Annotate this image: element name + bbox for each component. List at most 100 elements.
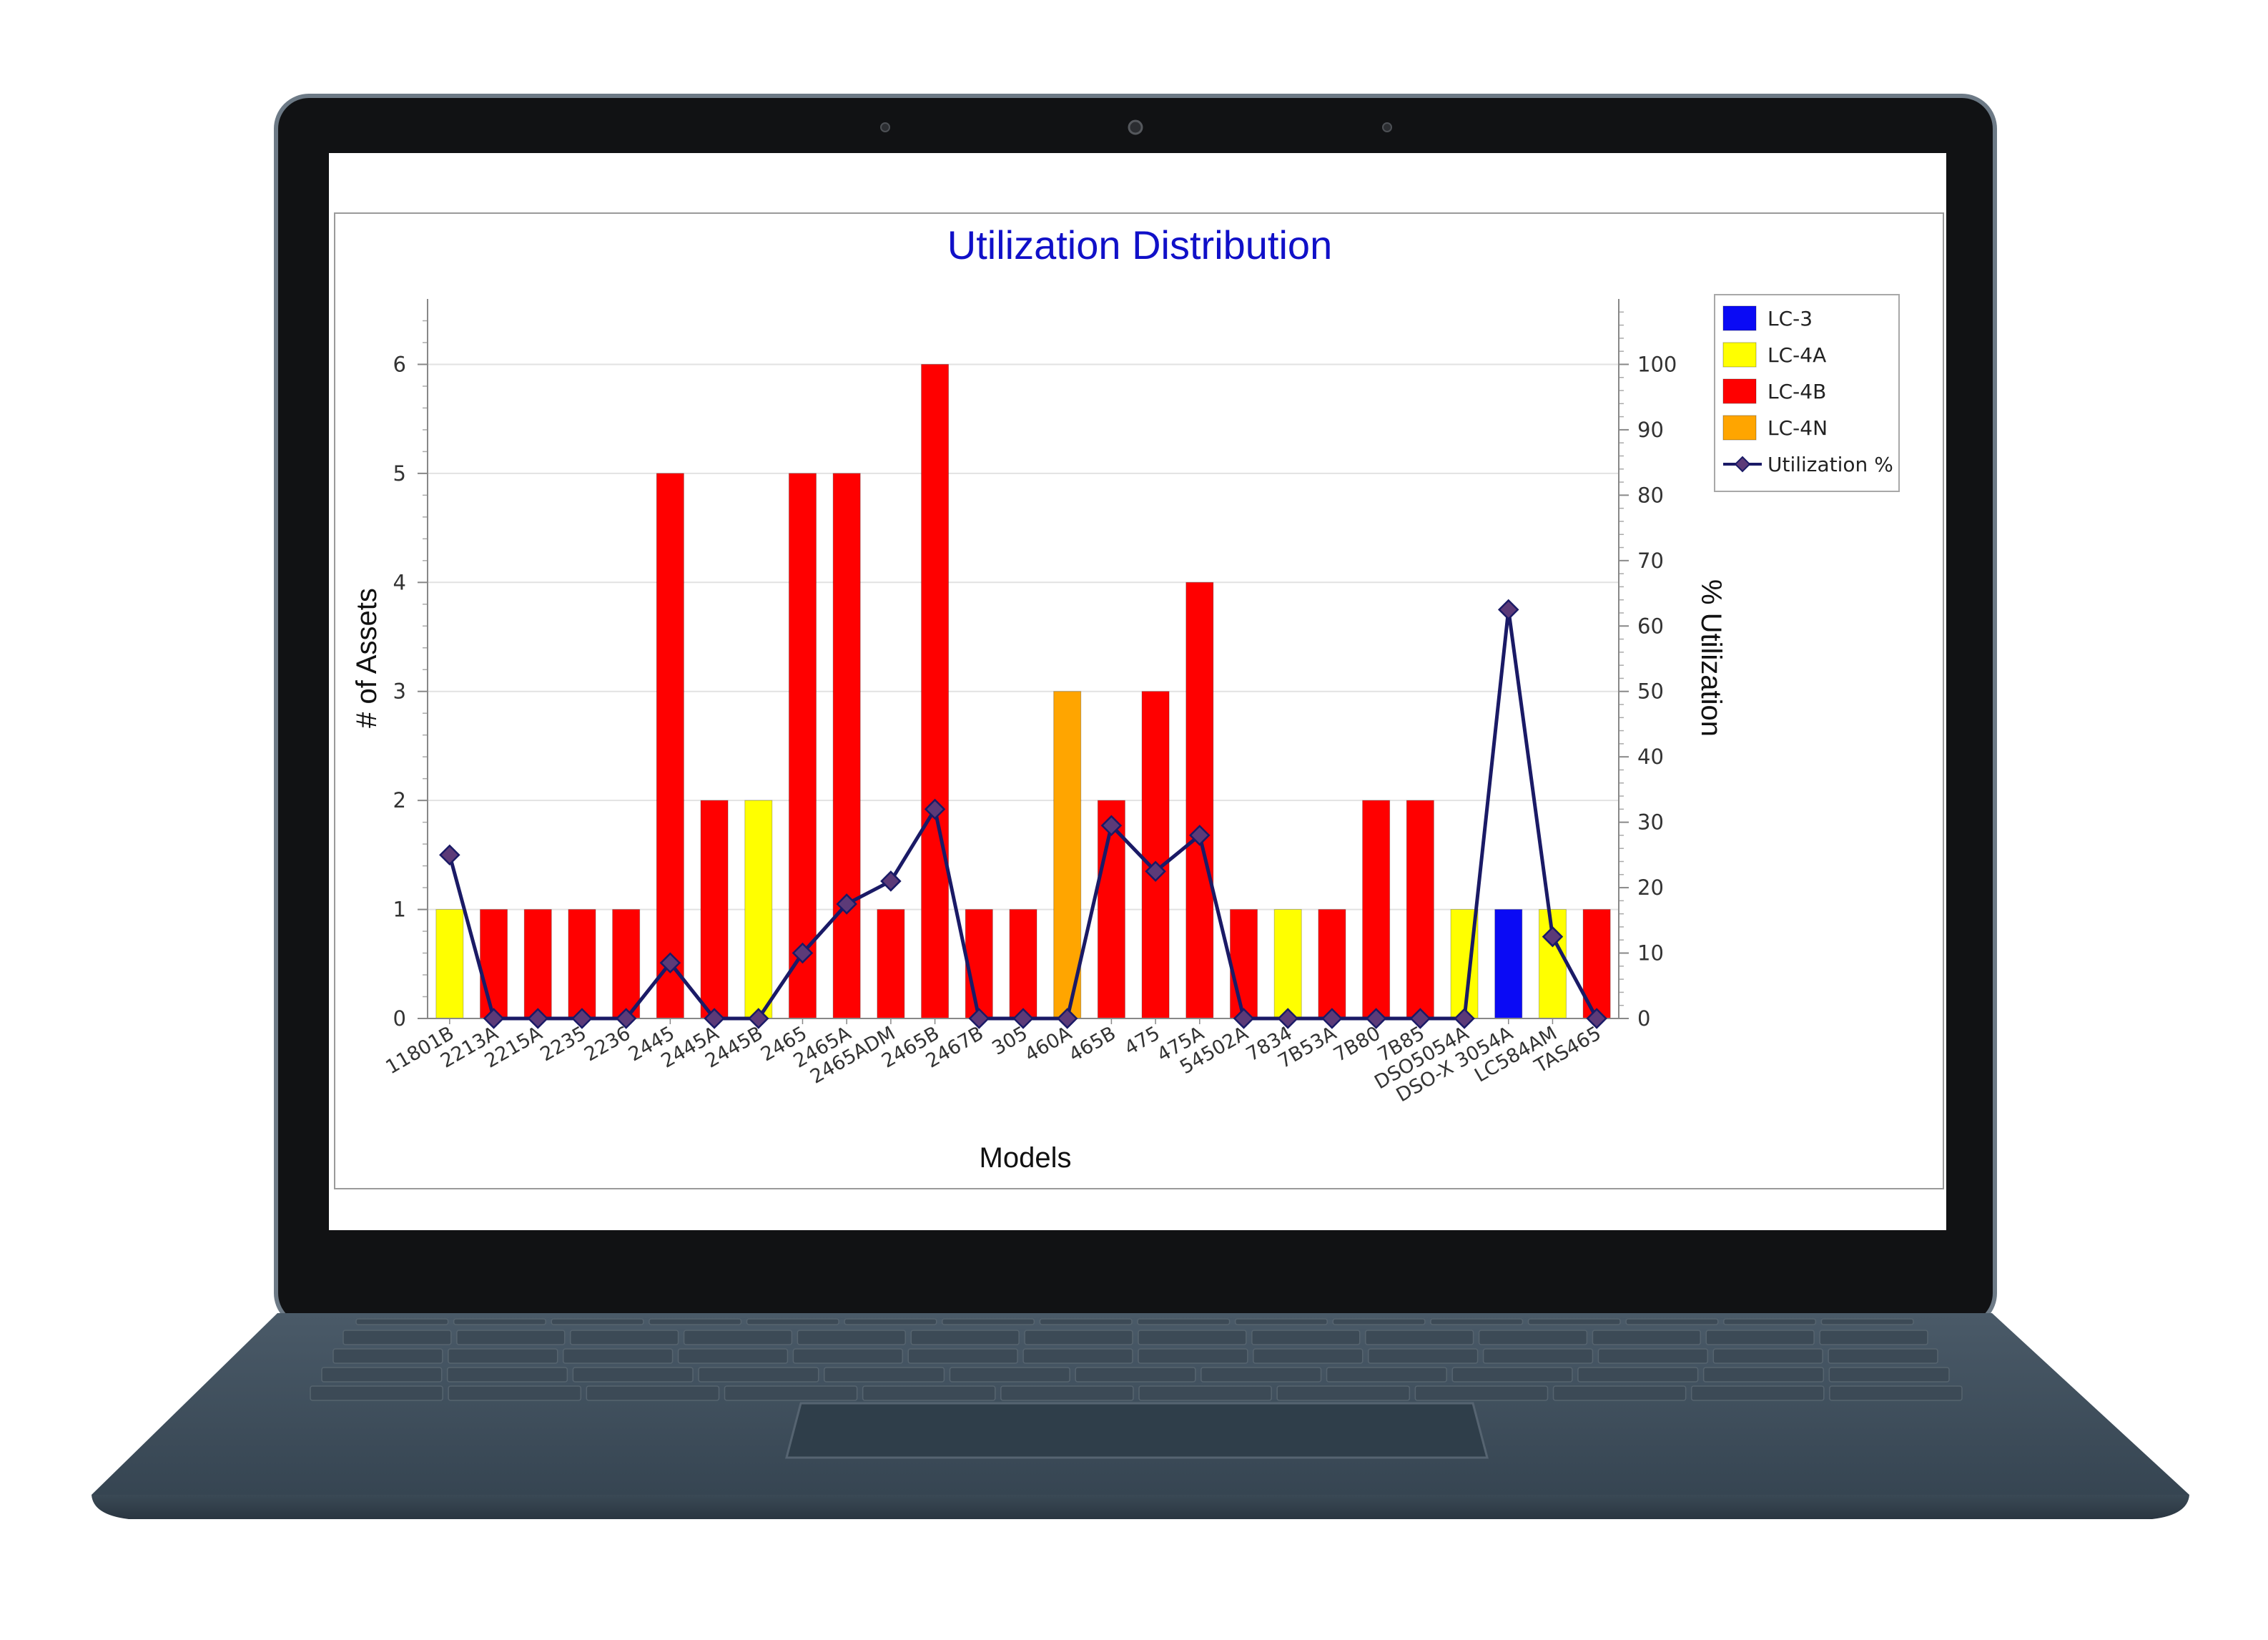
y2-tick-label: 50 — [1637, 679, 1664, 704]
chart-panel — [334, 212, 1944, 1189]
keyboard-key — [1075, 1367, 1196, 1383]
y2-tick-label: 40 — [1637, 745, 1664, 769]
bar — [612, 909, 641, 1019]
utilization-point — [1189, 825, 1211, 846]
keyboard-key — [446, 1367, 568, 1383]
keyboard-key — [1364, 1330, 1474, 1345]
keyboard-key — [1138, 1348, 1248, 1364]
bar — [1230, 909, 1258, 1019]
keyboard-key — [1234, 1318, 1328, 1325]
keyboard-key — [1829, 1385, 1963, 1401]
bar — [921, 363, 950, 1019]
keyboard-key — [649, 1318, 742, 1325]
keyboard-key — [310, 1385, 443, 1401]
keyboard-key — [1000, 1385, 1134, 1401]
keyboard-key — [1138, 1385, 1272, 1401]
keyboard-key — [824, 1367, 945, 1383]
keyboard-key — [448, 1385, 582, 1401]
keyboard-key — [746, 1318, 839, 1325]
utilization-point — [968, 1008, 990, 1029]
sensor-left-icon — [880, 122, 890, 132]
utilization-point — [571, 1008, 593, 1029]
keyboard-key — [456, 1330, 566, 1345]
keyboard-key — [1820, 1318, 1914, 1325]
keyboard-key — [1482, 1348, 1594, 1364]
bar — [744, 800, 773, 1019]
utilization-point — [1586, 1008, 1607, 1029]
keyboard-key — [910, 1330, 1020, 1345]
keyboard-key — [1690, 1385, 1825, 1401]
keyboard-key — [1200, 1367, 1322, 1383]
bar — [1406, 800, 1434, 1019]
keyboard-key — [1367, 1348, 1479, 1364]
trackpad[interactable] — [785, 1402, 1489, 1459]
keyboard-key — [1451, 1367, 1573, 1383]
keyboard-key — [1253, 1348, 1364, 1364]
utilization-point — [1454, 1008, 1475, 1029]
legend-swatch — [1722, 415, 1757, 441]
bar — [965, 909, 993, 1019]
bar — [700, 800, 729, 1019]
bar — [435, 909, 464, 1019]
utilization-point — [659, 952, 681, 974]
keyboard-key — [907, 1348, 1018, 1364]
y-tick-label: 3 — [393, 679, 406, 704]
keyboard-key — [453, 1318, 546, 1325]
bar — [1053, 691, 1082, 1019]
keyboard-key — [792, 1348, 904, 1364]
keyboard-key — [1577, 1367, 1699, 1383]
keyboard-key — [683, 1330, 793, 1345]
utilization-point — [439, 844, 460, 866]
keyboard-key — [1527, 1318, 1621, 1325]
y-tick-label: 4 — [393, 570, 406, 594]
utilization-point — [1100, 815, 1123, 836]
webcam-icon — [1128, 119, 1143, 135]
y-tick-label: 0 — [393, 1006, 406, 1031]
y2-tick-label: 90 — [1637, 418, 1664, 442]
legend-swatch — [1722, 342, 1757, 368]
y-tick-label: 5 — [393, 461, 406, 486]
bar — [877, 909, 905, 1019]
x-axis-label: Models — [980, 1142, 1072, 1174]
keyboard-key — [797, 1330, 907, 1345]
bar — [1141, 691, 1170, 1019]
utilization-point — [1365, 1008, 1387, 1029]
utilization-point — [1409, 1008, 1431, 1029]
keyboard-key — [1276, 1385, 1411, 1401]
bar — [832, 473, 861, 1019]
y2-tick-label: 60 — [1637, 614, 1664, 638]
keyboard-key — [1592, 1330, 1702, 1345]
keyboard-key — [698, 1367, 819, 1383]
bar — [1362, 800, 1391, 1019]
bar — [1318, 909, 1346, 1019]
bar — [1009, 909, 1037, 1019]
utilization-point — [1056, 1008, 1078, 1029]
legend-label: LC-4B — [1767, 380, 1826, 403]
keyboard-key — [1552, 1385, 1687, 1401]
keyboard-key — [342, 1330, 452, 1345]
y2-tick-label: 30 — [1637, 810, 1664, 835]
keyboard-key — [1828, 1348, 1938, 1364]
legend-swatch — [1722, 305, 1757, 331]
utilization-point — [880, 870, 902, 892]
keyboard-key — [1702, 1367, 1825, 1383]
utilization-point — [1233, 1008, 1255, 1029]
bar — [656, 473, 684, 1019]
keyboard — [310, 1318, 1963, 1401]
legend-label: LC-4A — [1767, 343, 1826, 367]
keyboard-key — [1819, 1330, 1928, 1345]
y2-tick-label: 20 — [1637, 875, 1664, 900]
legend-label: LC-4N — [1767, 416, 1828, 440]
keyboard-key — [321, 1367, 443, 1383]
bar — [480, 909, 508, 1019]
keyboard-key — [844, 1318, 937, 1325]
bar — [1494, 909, 1523, 1019]
y2-axis-tick-labels: 0 10 20 30 40 50 60 70 80 90 100 — [1637, 352, 1677, 1031]
utilization-point — [483, 1008, 505, 1029]
keyboard-key — [586, 1385, 720, 1401]
keyboard-key — [448, 1348, 558, 1364]
legend-label: Utilization % — [1767, 453, 1893, 476]
bar — [1185, 581, 1214, 1019]
bar — [523, 909, 552, 1019]
utilization-point — [924, 798, 946, 820]
